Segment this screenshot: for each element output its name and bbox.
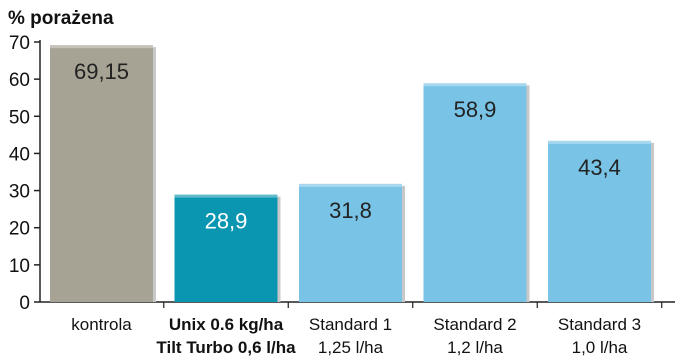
bar-highlight (548, 140, 651, 144)
data-label: 69,15 (74, 59, 129, 84)
bars-group: 69,15 28,9 31,8 58,9 43,4 (50, 45, 654, 303)
category-label: 1,25 l/ha (318, 338, 384, 357)
y-tick-label: 50 (9, 107, 30, 128)
data-label: 58,9 (454, 97, 497, 122)
bar (299, 183, 402, 302)
y-tick-label: 40 (9, 144, 30, 165)
category-label: Standard 2 (433, 315, 516, 334)
y-tick-label: 70 (9, 33, 30, 54)
bar-highlight (50, 45, 153, 49)
bar-highlight (174, 194, 278, 198)
y-tick-label: 10 (9, 256, 30, 277)
y-axis-label: % porażena (8, 8, 114, 29)
bar (174, 194, 278, 302)
bar-highlight (299, 183, 402, 187)
category-label: Tilt Turbo 0,6 l/ha (156, 338, 296, 357)
bar (548, 140, 651, 302)
category-labels: kontrola Unix 0.6 kg/ha Tilt Turbo 0,6 l/h… (71, 315, 641, 357)
category-label: 1,0 l/ha (572, 338, 628, 357)
data-label: 31,8 (329, 198, 372, 223)
bar-highlight (423, 83, 527, 87)
category-label: Unix 0.6 kg/ha (169, 315, 284, 334)
y-tick-label: 30 (9, 182, 30, 203)
category-label: Standard 3 (558, 315, 641, 334)
bar (50, 45, 153, 303)
y-tick-label: 20 (9, 219, 30, 240)
data-label: 43,4 (578, 155, 621, 180)
y-tick-label: 0 (19, 293, 30, 314)
category-label: 1,2 l/ha (447, 338, 503, 357)
category-label: Standard 1 (309, 315, 392, 334)
y-tick-label: 60 (9, 70, 30, 91)
category-label: kontrola (71, 315, 132, 334)
data-label: 28,9 (205, 209, 248, 234)
bar (423, 83, 527, 302)
